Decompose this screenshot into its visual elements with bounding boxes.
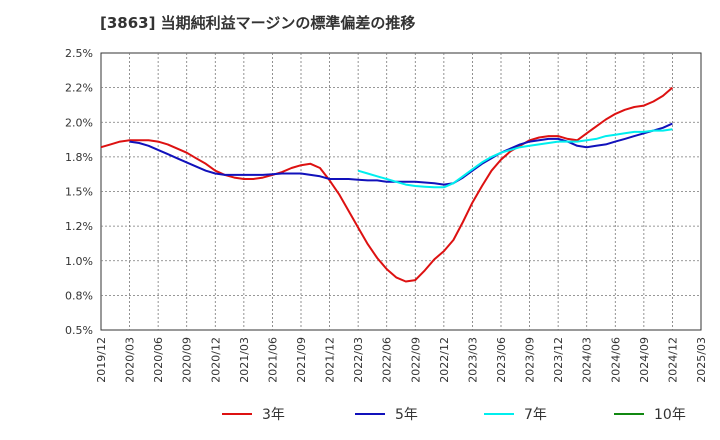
- legend-label: 10年: [654, 407, 686, 423]
- x-tick-label: 2020/06: [152, 337, 165, 383]
- x-tick-label: 2024/03: [581, 337, 594, 383]
- x-tick-label: 2024/12: [666, 337, 679, 383]
- x-tick-label: 2023/09: [524, 337, 537, 383]
- legend: 3年 5年 7年 10年: [222, 407, 686, 423]
- x-tick-label: 2022/03: [352, 337, 365, 383]
- x-tick-label: 2025/03: [695, 337, 708, 383]
- x-tick-label: 2022/06: [381, 337, 394, 383]
- legend-label: 5年: [395, 407, 418, 423]
- series-lines: [100, 86, 674, 283]
- x-tick-label: 2020/12: [209, 337, 222, 383]
- chart-title: [3863] 当期純利益マージンの標準偏差の推移: [100, 14, 416, 32]
- y-axis-ticks: 0.5% 0.8% 1.0% 1.2% 1.5% 1.8% 2.0% 2.2% 2.5%: [65, 47, 93, 337]
- series-line-7年: [357, 128, 673, 189]
- series-line-5年: [129, 122, 673, 186]
- x-axis-ticks: 2019/12 2020/03 2020/06 2020/09 2020/12 2021/…: [95, 337, 708, 383]
- y-tick-label: 2.5%: [65, 47, 93, 60]
- y-tick-label: 0.8%: [65, 289, 93, 302]
- x-tick-label: 2023/12: [552, 337, 565, 383]
- x-tick-label: 2021/09: [295, 337, 308, 383]
- y-tick-label: 1.2%: [65, 220, 93, 233]
- legend-label: 3年: [262, 407, 285, 423]
- series-line-3年: [100, 86, 674, 283]
- y-tick-label: 1.0%: [65, 255, 93, 268]
- x-tick-label: 2024/06: [609, 337, 622, 383]
- x-tick-label: 2019/12: [95, 337, 108, 383]
- y-tick-label: 2.0%: [65, 116, 93, 129]
- x-tick-label: 2023/06: [495, 337, 508, 383]
- x-tick-label: 2020/03: [124, 337, 137, 383]
- x-tick-label: 2021/03: [238, 337, 251, 383]
- x-tick-label: 2023/03: [466, 337, 479, 383]
- y-tick-label: 1.5%: [65, 186, 93, 199]
- legend-label: 7年: [524, 407, 547, 423]
- x-tick-label: 2021/12: [324, 337, 337, 383]
- y-tick-label: 2.2%: [65, 82, 93, 95]
- x-tick-label: 2024/09: [638, 337, 651, 383]
- x-tick-label: 2021/06: [266, 337, 279, 383]
- x-tick-label: 2020/09: [181, 337, 194, 383]
- y-tick-label: 1.8%: [65, 151, 93, 164]
- y-tick-label: 0.5%: [65, 324, 93, 337]
- x-tick-label: 2022/09: [409, 337, 422, 383]
- x-tick-label: 2022/12: [438, 337, 451, 383]
